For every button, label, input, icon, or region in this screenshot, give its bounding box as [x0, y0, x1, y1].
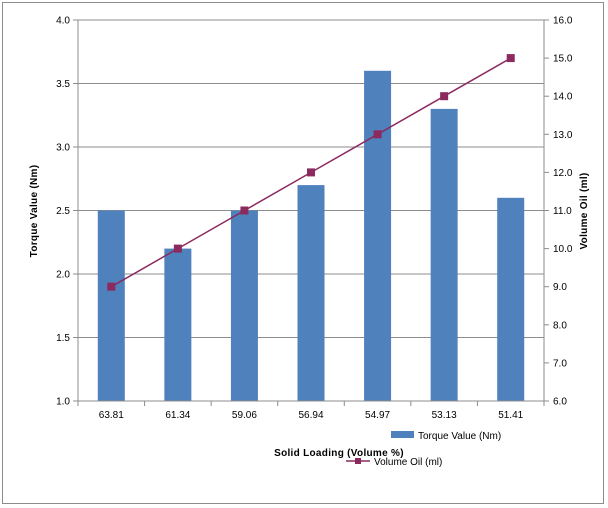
x-tick-label: 56.94 — [298, 410, 323, 421]
line-point — [440, 92, 449, 101]
line-point — [107, 282, 116, 291]
y2-tick-label: 12.0 — [553, 168, 573, 179]
legend-label-torque: Torque Value (Nm) — [418, 431, 501, 442]
volume-oil-line — [107, 54, 515, 291]
line-point — [373, 130, 382, 139]
y-tick-label: 3.0 — [56, 143, 70, 154]
y-tick-label: 3.5 — [56, 79, 70, 90]
legend-label-volume: Volume Oil (ml) — [374, 457, 442, 468]
y-tick-label: 1.5 — [56, 333, 70, 344]
bar — [297, 185, 325, 401]
legend: Torque Value (Nm) Volume Oil (ml) — [346, 431, 501, 468]
axes — [73, 19, 549, 406]
y2-tick-label: 6.0 — [553, 397, 567, 408]
y-tick-label: 1.0 — [56, 397, 70, 408]
torque-bars — [97, 70, 525, 402]
x-tick-label: 54.97 — [365, 410, 390, 421]
line-point — [307, 168, 315, 177]
x-axis-title: Solid Loading (Volume %) — [274, 448, 404, 459]
x-tick-label: 53.13 — [432, 410, 457, 421]
y2-tick-label: 7.0 — [553, 358, 567, 369]
y-tick-label: 2.5 — [56, 206, 70, 217]
bar — [97, 210, 125, 401]
bar — [497, 197, 525, 401]
y-tick-label: 4.0 — [56, 16, 70, 27]
line-point — [240, 206, 249, 215]
legend-swatch-torque — [391, 431, 414, 438]
x-tick-label: 61.34 — [165, 410, 190, 421]
bar — [164, 248, 192, 401]
bar — [230, 210, 258, 401]
y-axis-title: Torque Value (Nm) — [29, 165, 40, 258]
x-tick-label: 59.06 — [232, 410, 257, 421]
bar — [364, 70, 392, 402]
y2-tick-label: 10.0 — [553, 244, 573, 255]
x-tick-label: 51.41 — [498, 410, 523, 421]
y2-tick-label: 14.0 — [553, 92, 573, 103]
y2-tick-label: 15.0 — [553, 54, 573, 65]
gridlines — [78, 19, 544, 338]
x-tick-label: 63.81 — [99, 410, 124, 421]
bar — [430, 108, 458, 402]
y2-tick-label: 8.0 — [553, 320, 567, 331]
tick-labels: 1.0 1.5 2.0 2.5 3.0 3.5 4.0 6.0 7.0 8.0 9.0 10.0 11.… — [56, 16, 573, 422]
y2-tick-label: 11.0 — [553, 206, 572, 217]
y2-axis-title: Volume Oil (ml) — [579, 172, 590, 249]
line-point — [506, 54, 515, 63]
y2-tick-label: 16.0 — [553, 16, 573, 27]
y2-tick-label: 9.0 — [553, 282, 567, 293]
y-tick-label: 2.0 — [56, 270, 70, 281]
line-point — [173, 244, 182, 253]
y2-tick-label: 13.0 — [553, 130, 573, 141]
legend-marker-volume — [355, 458, 361, 464]
